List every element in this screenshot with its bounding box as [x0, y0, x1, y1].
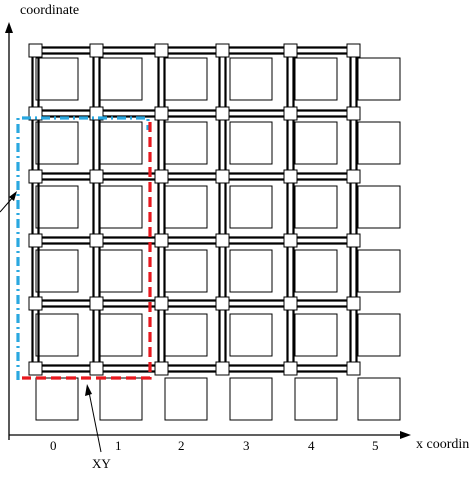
xy-callout-arrowhead [85, 384, 92, 396]
router-node [346, 43, 361, 58]
router-node [28, 296, 43, 311]
xy-callout-leader [88, 391, 102, 453]
processing-tile [35, 121, 79, 165]
router-node [283, 296, 298, 311]
router-node [28, 106, 43, 121]
processing-tile [35, 313, 79, 357]
x-tick-label: 3 [243, 438, 250, 453]
router-node [154, 361, 169, 376]
processing-tile [164, 377, 208, 421]
processing-tile [164, 249, 208, 293]
processing-tile [294, 121, 338, 165]
router-node [346, 296, 361, 311]
router-node [215, 361, 230, 376]
processing-tile [294, 185, 338, 229]
router-node [89, 361, 104, 376]
processing-tile [164, 121, 208, 165]
router-node [346, 361, 361, 376]
processing-tile [294, 249, 338, 293]
processing-tile [229, 57, 273, 101]
mesh-links [31, 46, 358, 373]
router-node [346, 233, 361, 248]
processing-tile [99, 121, 143, 165]
processing-tile [229, 377, 273, 421]
router-node [215, 233, 230, 248]
router-node [154, 106, 169, 121]
router-node [89, 233, 104, 248]
processing-tile [357, 377, 401, 421]
router-node [283, 106, 298, 121]
processing-tile [35, 249, 79, 293]
y-axis-arrowhead [5, 22, 13, 33]
route-xy-path [22, 122, 152, 380]
router-node [346, 106, 361, 121]
processing-tile [164, 313, 208, 357]
processing-tile [357, 57, 401, 101]
processing-tile [357, 121, 401, 165]
processing-tile [294, 377, 338, 421]
route-alt-path [16, 116, 150, 380]
router-node [154, 296, 169, 311]
routing-paths [16, 116, 152, 380]
processing-tile [99, 313, 143, 357]
xy-route-label: XY [92, 456, 111, 471]
processing-tile [229, 313, 273, 357]
mesh-routers [28, 43, 361, 376]
router-node [154, 169, 169, 184]
processing-tile [35, 57, 79, 101]
processing-tile [164, 57, 208, 101]
processing-tile [229, 249, 273, 293]
mesh-tiles [35, 57, 401, 421]
y-axis-title: coordinate [20, 3, 79, 18]
router-node [283, 233, 298, 248]
x-tick-label: 2 [178, 438, 185, 453]
alt-callout-arrowhead [9, 191, 17, 201]
router-node [283, 361, 298, 376]
router-node [215, 296, 230, 311]
router-node [154, 233, 169, 248]
router-node [283, 169, 298, 184]
processing-tile [357, 313, 401, 357]
router-node [89, 43, 104, 58]
processing-tile [99, 377, 143, 421]
router-node [215, 106, 230, 121]
processing-tile [99, 185, 143, 229]
router-node [215, 169, 230, 184]
processing-tile [357, 249, 401, 293]
router-node [346, 169, 361, 184]
router-node [215, 43, 230, 58]
router-node [154, 43, 169, 58]
axes: coordinate x coordin [5, 3, 469, 452]
processing-tile [164, 185, 208, 229]
x-axis-title: x coordin [416, 437, 469, 452]
processing-tile [294, 313, 338, 357]
processing-tile [229, 121, 273, 165]
router-node [28, 169, 43, 184]
processing-tile [99, 249, 143, 293]
router-node [28, 361, 43, 376]
processing-tile [35, 185, 79, 229]
router-node [283, 43, 298, 58]
router-node [89, 296, 104, 311]
router-node [89, 169, 104, 184]
x-tick-label: 1 [115, 438, 122, 453]
x-axis-arrowhead [400, 431, 411, 439]
processing-tile [357, 185, 401, 229]
router-node [28, 43, 43, 58]
processing-tile [229, 185, 273, 229]
router-node [28, 233, 43, 248]
processing-tile [99, 57, 143, 101]
processing-tile [35, 377, 79, 421]
callouts: XY [0, 191, 111, 471]
x-tick-label: 4 [308, 438, 315, 453]
x-tick-labels: 0 1 2 3 4 5 [50, 438, 379, 453]
x-tick-label: 0 [50, 438, 57, 453]
x-tick-label: 5 [372, 438, 379, 453]
processing-tile [294, 57, 338, 101]
